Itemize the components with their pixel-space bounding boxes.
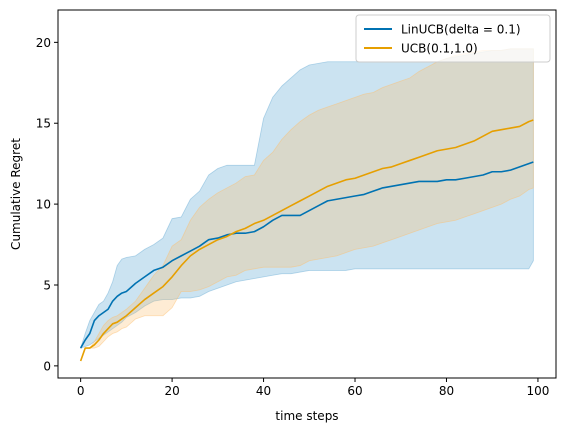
x-tick-label: 100 xyxy=(526,384,549,398)
y-tick-label: 10 xyxy=(36,198,51,212)
x-tick-label: 60 xyxy=(347,384,362,398)
x-tick-label: 20 xyxy=(164,384,179,398)
legend: LinUCB(delta = 0.1) UCB(0.1,1.0) xyxy=(356,15,550,62)
y-tick-label: 15 xyxy=(36,117,51,131)
legend-label-ucb: UCB(0.1,1.0) xyxy=(401,42,478,56)
x-tick-label: 0 xyxy=(77,384,85,398)
y-tick-label: 0 xyxy=(43,359,51,373)
y-tick-label: 20 xyxy=(36,36,51,50)
x-axis-label: time steps xyxy=(275,409,338,423)
y-axis-label: Cumulative Regret xyxy=(9,138,23,250)
y-tick-label: 5 xyxy=(43,278,51,292)
legend-label-linucb: LinUCB(delta = 0.1) xyxy=(401,23,521,37)
x-tick-label: 80 xyxy=(439,384,454,398)
x-tick-label: 40 xyxy=(256,384,271,398)
